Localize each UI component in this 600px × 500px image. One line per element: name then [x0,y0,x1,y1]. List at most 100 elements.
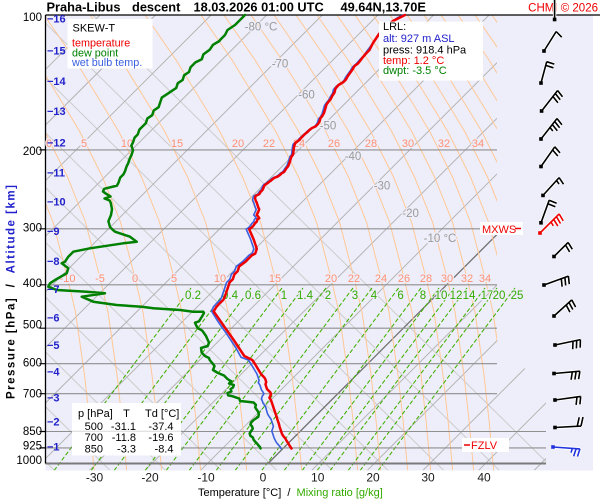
svg-text:30: 30 [402,138,414,150]
svg-text:20: 20 [366,471,380,485]
svg-text:-11.8: -11.8 [112,432,136,444]
svg-text:28: 28 [420,273,432,285]
svg-text:CHMI © 2026: CHMI © 2026 [528,3,598,15]
svg-text:-10 °C: -10 °C [424,233,457,245]
svg-text:34: 34 [479,273,491,285]
svg-text:−4: −4 [47,367,60,379]
svg-text:temp: 1.2 °C: temp: 1.2 °C [383,55,444,67]
svg-text:-31.1: -31.1 [111,421,136,433]
svg-text:100: 100 [23,12,42,24]
svg-text:dew point: dew point [72,48,118,60]
svg-text:5: 5 [81,138,87,150]
svg-text:−15: −15 [47,46,66,58]
svg-text:-3.3: -3.3 [117,443,136,455]
svg-text:−13: −13 [47,106,66,118]
svg-text:1.4: 1.4 [297,290,314,302]
svg-text:0: 0 [46,138,52,150]
svg-text:p [hPa]: p [hPa] [78,408,113,420]
svg-text:−1: −1 [47,442,60,454]
svg-text:26: 26 [398,273,410,285]
svg-text:-5: -5 [95,273,105,285]
svg-text:-20: -20 [402,208,419,220]
svg-text:500: 500 [23,320,42,332]
svg-text:wet bulb temp.: wet bulb temp. [71,57,142,69]
svg-text:1000: 1000 [16,455,42,467]
svg-text:8: 8 [420,290,426,302]
svg-text:0.6: 0.6 [245,290,261,302]
svg-text:temperature: temperature [72,38,130,50]
svg-text:3: 3 [352,290,358,302]
svg-text:-60: -60 [298,90,315,102]
svg-text:400: 400 [23,278,42,290]
svg-text:200: 200 [23,146,42,158]
svg-text:20: 20 [232,138,244,150]
svg-text:1: 1 [281,290,287,302]
svg-text:−11: −11 [47,168,65,180]
svg-text:-80 °C: -80 °C [245,22,278,34]
svg-text:34: 34 [472,138,484,150]
svg-text:10: 10 [121,138,133,150]
svg-text:10: 10 [214,273,226,285]
svg-text:0: 0 [260,471,267,485]
svg-text:32: 32 [461,273,473,285]
svg-text:12: 12 [450,290,463,302]
svg-text:20: 20 [325,273,337,285]
svg-text:17: 17 [481,290,494,302]
svg-text:2: 2 [325,290,331,302]
svg-text:−3: −3 [47,393,60,405]
svg-text:Td [°C]: Td [°C] [145,408,179,420]
svg-text:22: 22 [263,138,275,150]
svg-text:−12: −12 [47,138,66,150]
svg-text:0.2: 0.2 [185,290,201,302]
svg-text:−7: −7 [47,284,60,296]
svg-text:−16: −16 [47,14,66,26]
svg-text:850: 850 [85,443,103,455]
svg-text:press: 918.4 hPa: press: 918.4 hPa [383,45,467,57]
svg-text:30: 30 [421,471,435,485]
svg-text:alt: 927 m ASL: alt: 927 m ASL [383,33,455,45]
svg-text:40: 40 [477,471,491,485]
svg-text:−9: −9 [47,226,60,238]
svg-text:Temperature [°C] / Mixing ra: Temperature [°C] / Mixing ratio [g/kg] [198,487,383,499]
svg-text:300: 300 [23,223,42,235]
svg-text:-40: -40 [345,151,362,163]
svg-text:-37.4: -37.4 [148,421,173,433]
svg-text:MXWS: MXWS [482,224,516,236]
svg-text:6: 6 [397,290,403,302]
svg-text:28: 28 [365,138,377,150]
svg-text:24: 24 [375,273,387,285]
svg-text:−2: −2 [47,417,60,429]
svg-text:−6: −6 [47,313,60,325]
svg-text:Pressure [hPa] / Altitude [k: Pressure [hPa] / Altitude [km] [6,184,18,399]
svg-text:14: 14 [463,290,476,302]
svg-text:24: 24 [293,138,305,150]
svg-text:10: 10 [311,471,325,485]
svg-text:25: 25 [511,290,524,302]
svg-text:5: 5 [171,273,177,285]
svg-text:700: 700 [23,389,42,401]
svg-text:−5: −5 [47,340,60,352]
svg-text:850: 850 [23,426,42,438]
svg-text:-8.4: -8.4 [155,443,174,455]
svg-text:700: 700 [85,432,103,444]
svg-text:-30: -30 [86,471,104,485]
svg-text:−10: −10 [47,197,66,209]
svg-text:20: 20 [493,290,506,302]
svg-text:FZLV: FZLV [471,440,498,452]
svg-text:−8: −8 [47,256,60,268]
svg-text:T: T [123,408,130,420]
svg-text:SKEW-T: SKEW-T [73,23,116,35]
svg-text:dwpt: -3.5 °C: dwpt: -3.5 °C [383,65,447,77]
svg-text:-10: -10 [197,471,215,485]
svg-text:-19.6: -19.6 [148,432,173,444]
svg-text:−14: −14 [47,76,67,88]
svg-text:4: 4 [371,290,378,302]
svg-text:10: 10 [435,290,448,302]
svg-text:500: 500 [85,421,103,433]
svg-text:30: 30 [441,273,453,285]
svg-text:925: 925 [23,441,42,453]
svg-text:15: 15 [269,273,281,285]
svg-text:15: 15 [171,138,183,150]
svg-text:26: 26 [328,138,340,150]
